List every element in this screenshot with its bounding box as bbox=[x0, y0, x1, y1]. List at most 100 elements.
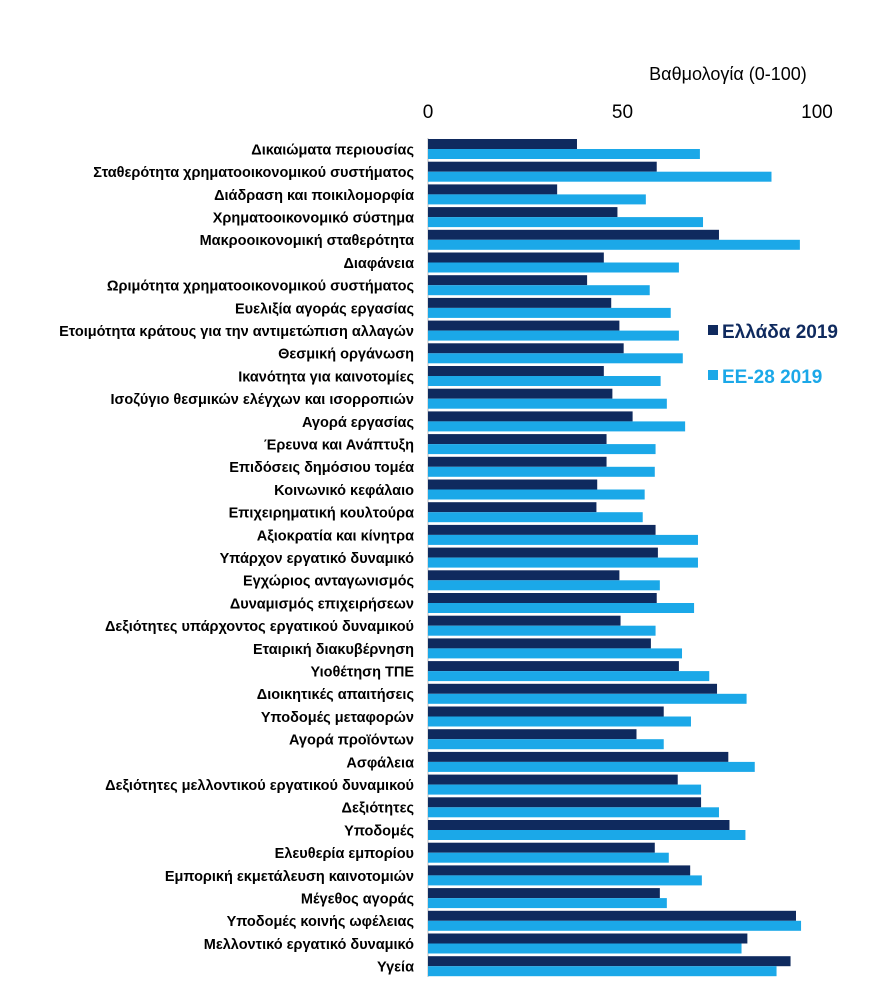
bar-eu28 bbox=[428, 444, 656, 455]
category-label: Μελλοντικό εργατικό δυναμικό bbox=[204, 937, 414, 953]
category-label: Δεξιότητες μελλοντικού εργατικού δυναμικ… bbox=[105, 778, 414, 794]
bar-eu28 bbox=[428, 648, 683, 659]
bar-greece bbox=[428, 751, 729, 762]
bar-eu28 bbox=[428, 784, 702, 795]
category-label: Διαφάνεια bbox=[343, 256, 414, 272]
bar-eu28 bbox=[428, 239, 800, 250]
bar-greece bbox=[428, 320, 620, 331]
category-label: Αγορά προϊόντων bbox=[289, 733, 414, 749]
bar-greece bbox=[428, 842, 655, 853]
bar-eu28 bbox=[428, 693, 747, 704]
bar-eu28 bbox=[428, 920, 802, 931]
bar-eu28 bbox=[428, 739, 664, 750]
category-label: Δικαιώματα περιουσίας bbox=[251, 142, 414, 158]
bar-eu28 bbox=[428, 603, 695, 613]
category-label: Ασφάλεια bbox=[346, 755, 414, 771]
bar-greece bbox=[428, 797, 702, 808]
bar-greece bbox=[428, 184, 558, 195]
category-label: Ικανότητα για καινοτομίες bbox=[238, 369, 414, 385]
bar-greece bbox=[428, 388, 613, 399]
x-tick-label: 50 bbox=[612, 102, 633, 123]
bar-greece bbox=[428, 661, 679, 672]
bar-eu28 bbox=[428, 194, 646, 205]
bar-eu28 bbox=[428, 217, 704, 228]
category-label: Εμπορική εκμετάλευση καινοτομιών bbox=[165, 869, 414, 885]
category-label: Αξιοκρατία και κίνητρα bbox=[257, 528, 414, 544]
bar-greece bbox=[428, 593, 657, 603]
bar-eu28 bbox=[428, 875, 702, 886]
category-label: Επιδόσεις δημόσιου τομέα bbox=[229, 460, 414, 476]
bar-greece bbox=[428, 888, 660, 899]
x-axis-ticks: 0 50 100 bbox=[423, 102, 833, 123]
bar-eu28 bbox=[428, 807, 719, 818]
category-label: Επιχειρηματική κουλτούρα bbox=[229, 506, 414, 522]
bar-eu28 bbox=[428, 512, 643, 523]
category-label: Ετοιμότητα κράτους για την αντιμετώπιση … bbox=[59, 324, 414, 340]
bar-eu28 bbox=[428, 898, 667, 909]
category-label: Υποδομές bbox=[344, 823, 414, 839]
category-label: Σταθερότητα χρηματοοικονομικού συστήματο… bbox=[93, 165, 414, 181]
legend-swatch-eu28 bbox=[708, 370, 718, 380]
x-tick-label: 100 bbox=[801, 102, 833, 123]
bar-greece bbox=[428, 638, 651, 649]
category-label: Ευελιξία αγοράς εργασίας bbox=[235, 301, 414, 317]
bar-eu28 bbox=[428, 466, 655, 477]
bar-eu28 bbox=[428, 716, 691, 727]
bar-eu28 bbox=[428, 943, 742, 954]
bar-greece bbox=[428, 774, 678, 785]
bar-eu28 bbox=[428, 966, 777, 977]
bar-greece bbox=[428, 820, 730, 830]
bar-greece bbox=[428, 252, 604, 263]
legend-label-eu28: ΕΕ-28 2019 bbox=[722, 367, 822, 388]
bar-greece bbox=[428, 139, 577, 149]
bar-greece bbox=[428, 411, 633, 422]
bar-eu28 bbox=[428, 580, 660, 591]
category-label: Υποδομές κοινής ωφέλειας bbox=[227, 914, 414, 930]
bar-greece bbox=[428, 479, 598, 490]
category-label: Δεξιότητες bbox=[342, 801, 414, 817]
bar-greece bbox=[428, 366, 604, 376]
category-label: Χρηματοοικονομικό σύστημα bbox=[213, 210, 414, 226]
axis-title: Βαθμολογία (0-100) bbox=[649, 64, 807, 84]
bar-eu28 bbox=[428, 262, 679, 273]
bar-greece bbox=[428, 434, 607, 445]
x-tick-label: 0 bbox=[423, 102, 434, 123]
legend-label-greece: Ελλάδα 2019 bbox=[722, 322, 838, 343]
category-label: Υπάρχον εργατικό δυναμικό bbox=[220, 551, 415, 567]
bar-greece bbox=[428, 706, 664, 717]
bar-eu28 bbox=[428, 421, 686, 432]
bar-eu28 bbox=[428, 398, 667, 409]
bar-greece bbox=[428, 275, 588, 286]
bar-eu28 bbox=[428, 353, 683, 364]
bar-eu28 bbox=[428, 557, 698, 568]
bar-greece bbox=[428, 910, 796, 921]
bar-eu28 bbox=[428, 149, 700, 159]
category-label: Εταιρική διακυβέρνηση bbox=[253, 642, 414, 658]
bar-eu28 bbox=[428, 285, 650, 296]
bar-greece bbox=[428, 502, 597, 513]
category-label: Δεξιότητες υπάρχοντος εργατικού δυναμικο… bbox=[105, 619, 414, 635]
bar-greece bbox=[428, 570, 620, 581]
bar-greece bbox=[428, 229, 719, 240]
bar-eu28 bbox=[428, 330, 679, 341]
bar-greece bbox=[428, 456, 607, 467]
category-label: Υγεία bbox=[377, 960, 414, 976]
bars-group bbox=[428, 139, 802, 977]
bar-eu28 bbox=[428, 307, 671, 318]
bar-greece bbox=[428, 297, 612, 308]
bar-greece bbox=[428, 933, 748, 944]
bar-greece bbox=[428, 865, 691, 876]
bar-greece bbox=[428, 161, 657, 172]
bar-greece bbox=[428, 615, 621, 626]
bar-eu28 bbox=[428, 625, 656, 636]
legend-swatch-greece bbox=[708, 325, 718, 335]
category-label: Υποδομές μεταφορών bbox=[261, 710, 414, 726]
category-label: Έρευνα και Ανάπτυξη bbox=[264, 437, 414, 453]
bar-eu28 bbox=[428, 171, 772, 182]
category-label: Υιοθέτηση ΤΠΕ bbox=[310, 664, 414, 680]
category-label: Ελευθερία εμπορίου bbox=[275, 846, 414, 862]
bar-eu28 bbox=[428, 376, 661, 386]
category-label: Ωριμότητα χρηματοοικονομικού συστήματος bbox=[107, 279, 414, 295]
bar-greece bbox=[428, 956, 791, 967]
